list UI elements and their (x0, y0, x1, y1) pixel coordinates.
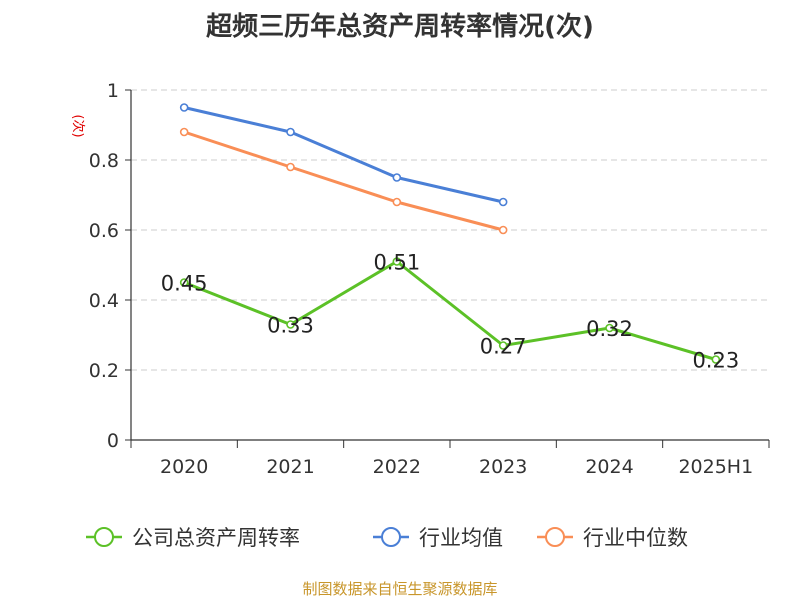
legend-label: 行业中位数 (583, 526, 688, 550)
data-label: 0.51 (373, 251, 420, 275)
data-point (498, 197, 508, 207)
data-point (286, 162, 295, 172)
series-layer: 0.45 0.33 0.51 0.27 0.32 0.23 (161, 103, 739, 373)
data-point (605, 323, 614, 333)
series-line (183, 260, 717, 361)
series-line (183, 106, 504, 204)
legend-marker (381, 527, 401, 547)
x-tick-label: 2021 (266, 456, 314, 478)
data-point (711, 355, 721, 364)
legend-label: 行业均值 (419, 526, 503, 550)
x-tick-label: 2024 (585, 456, 633, 478)
data-label: 0.33 (267, 314, 314, 338)
legend: 公司总资产周转率 行业均值 行业中位数 (86, 526, 688, 550)
data-point (179, 103, 189, 112)
legend-marker (545, 527, 565, 547)
grid-lines (131, 89, 769, 371)
x-tick-label: 2025H1 (678, 456, 753, 478)
source-note: 制图数据来自恒生聚源数据库 (302, 580, 498, 598)
legend-marker (94, 527, 114, 547)
data-label: 0.45 (161, 272, 208, 296)
data-label: 0.32 (586, 317, 633, 341)
x-tick-label: 2023 (479, 456, 527, 478)
data-label: 0.23 (692, 349, 739, 373)
y-tick-label: 0.6 (89, 220, 119, 242)
data-point (498, 341, 508, 350)
data-point (286, 127, 295, 137)
data-point (392, 197, 402, 207)
y-tick-label: 0 (107, 430, 119, 452)
y-tick-label: 0.4 (89, 290, 119, 312)
chart-title: 超频三历年总资产周转率情况(次) (206, 12, 594, 42)
data-point (392, 173, 402, 182)
y-tick-label: 0.8 (89, 150, 119, 172)
data-point (286, 320, 295, 329)
x-tick-label: 2020 (160, 456, 208, 478)
x-tick-label: 2022 (373, 456, 421, 478)
axes: 0 0.2 0.4 0.6 0.8 1 (次) 2020 2021 2022 2023 2024 202… (70, 80, 770, 478)
data-label: 0.27 (480, 335, 527, 359)
y-axis-label: (次) (70, 114, 86, 137)
data-point (179, 127, 189, 137)
series-line (183, 130, 504, 232)
data-point (179, 278, 189, 287)
y-tick-label: 1 (107, 80, 119, 102)
data-point (498, 225, 508, 235)
legend-label: 公司总资产周转率 (132, 526, 300, 550)
data-point (392, 257, 402, 266)
y-tick-label: 0.2 (89, 360, 119, 382)
